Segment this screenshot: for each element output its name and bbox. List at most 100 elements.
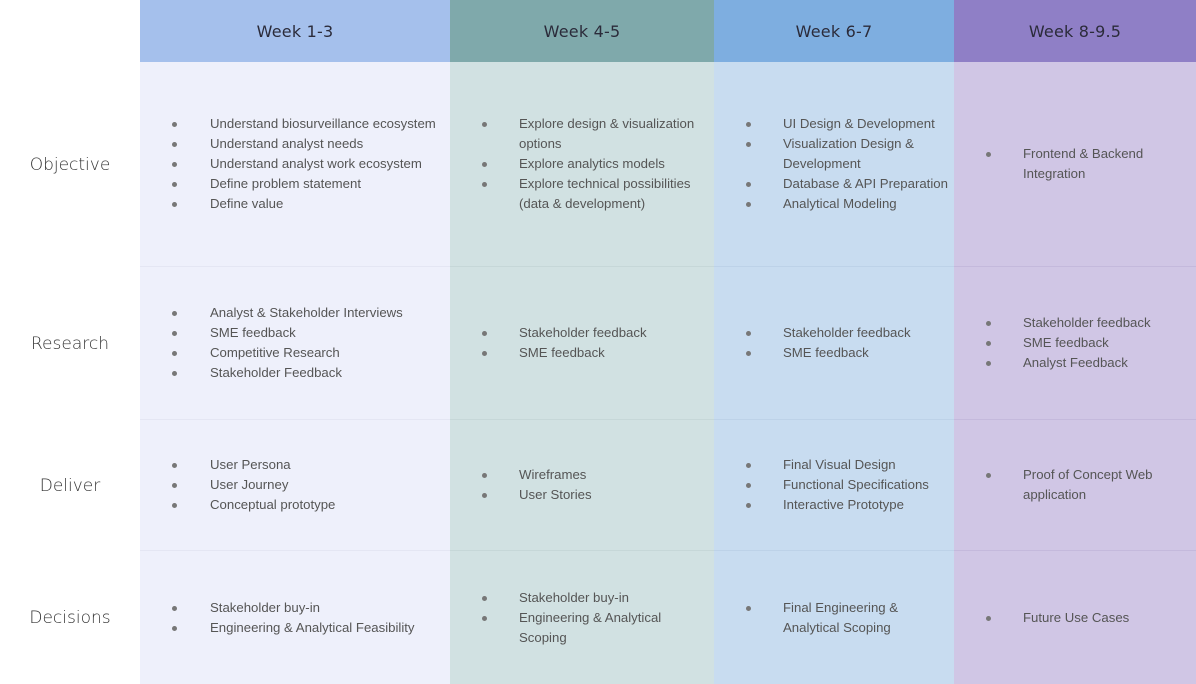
bullet-dot-icon [746,202,751,207]
cell-deliver-week-4-5: Wireframes User Stories [450,420,714,551]
bullet-item: Stakeholder feedback [714,323,954,343]
cell-objective-week-8-9-5: Frontend & Backend Integration [954,62,1196,267]
cell-deliver-week-1-3: User Persona User Journey Conceptual proto… [140,420,450,551]
bullet-list: UI Design & Development Visualization Des… [714,114,954,214]
bullet-text: Final Visual Design [783,457,896,472]
bullet-dot-icon [986,152,991,157]
bullet-item: Proof of Concept Web application [954,465,1196,505]
cell-objective-week-6-7: UI Design & Development Visualization Des… [714,62,954,267]
row-label-decisions: Decisions [29,607,111,628]
header-week-1-3: Week 1-3 [140,0,450,62]
bullet-item: Engineering & Analytical Feasibility [140,618,450,638]
bullet-list: Stakeholder buy-in Engineering & Analytic… [450,588,714,648]
bullet-item: Stakeholder buy-in [140,598,450,618]
bullet-text: Understand analyst needs [210,136,364,151]
corner-cell [0,0,140,62]
bullet-dot-icon [172,142,177,147]
cell-objective-week-4-5: Explore design & visualization options Ex… [450,62,714,267]
bullet-text: Conceptual prototype [210,497,336,512]
bullet-list: Proof of Concept Web application [954,465,1196,505]
bullet-dot-icon [172,162,177,167]
bullet-dot-icon [172,202,177,207]
bullet-dot-icon [746,122,751,127]
bullet-item: Define value [140,194,450,214]
bullet-list: Understand biosurveillance ecosystem Unde… [140,114,450,214]
bullet-dot-icon [746,331,751,336]
bullet-item: Interactive Prototype [714,495,954,515]
cell-research-week-6-7: Stakeholder feedback SME feedback [714,267,954,420]
bullet-text: Future Use Cases [1023,609,1130,625]
bullet-item: Analytical Modeling [714,194,954,214]
bullet-item: Stakeholder buy-in [450,588,714,608]
bullet-list: Stakeholder feedback SME feedback [714,323,954,363]
bullet-item: Frontend & Backend Integration [954,144,1196,184]
bullet-dot-icon [746,605,751,611]
bullet-text: Interactive Prototype [783,497,904,512]
bullet-text: Engineering & Analytical Scoping [519,609,662,645]
bullet-item: Understand biosurveillance ecosystem [140,114,450,134]
bullet-list: Future Use Cases [954,608,1196,628]
cell-decisions-week-8-9-5: Future Use Cases [954,551,1196,684]
bullet-item: Stakeholder feedback [954,313,1196,333]
bullet-item: User Persona [140,455,450,475]
cell-decisions-week-1-3: Stakeholder buy-in Engineering & Analytic… [140,551,450,684]
bullet-dot-icon [986,473,991,478]
bullet-dot-icon [746,503,751,508]
bullet-text: Competitive Research [210,345,340,360]
bullet-dot-icon [172,483,177,488]
bullet-dot-icon [746,142,751,147]
bullet-text: Stakeholder buy-in [519,589,629,605]
bullet-list: Wireframes User Stories [450,465,714,505]
bullet-dot-icon [482,182,487,187]
bullet-dot-icon [746,351,751,356]
bullet-item: Stakeholder Feedback [140,363,450,383]
bullet-dot-icon [482,615,487,621]
bullet-text: Analyst & Stakeholder Interviews [210,305,403,320]
bullet-dot-icon [172,311,177,316]
bullet-dot-icon [986,321,991,326]
bullet-dot-icon [482,595,487,601]
bullet-text: Define problem statement [210,176,361,191]
bullet-item: Analyst & Stakeholder Interviews [140,303,450,323]
bullet-text: Database & API Preparation [783,176,948,191]
bullet-item: User Stories [450,485,714,505]
bullet-text: Frontend & Backend Integration [1023,146,1144,181]
bullet-text: Explore design & visualization options [519,116,695,151]
bullet-text: Functional Specifications [783,477,929,492]
cell-research-week-4-5: Stakeholder feedback SME feedback [450,267,714,420]
bullet-dot-icon [746,463,751,468]
bullet-text: UI Design & Development [783,116,935,131]
bullet-list: Final Visual Design Functional Specificat… [714,455,954,515]
bullet-dot-icon [746,483,751,488]
bullet-text: Explore technical possibilities (data & … [519,176,691,211]
bullet-list: Stakeholder buy-in Engineering & Analytic… [140,598,450,638]
cell-research-week-8-9-5: Stakeholder feedback SME feedback Analyst … [954,267,1196,420]
cell-research-week-1-3: Analyst & Stakeholder Interviews SME feed… [140,267,450,420]
bullet-text: Understand biosurveillance ecosystem [210,116,436,131]
bullet-item: Final Visual Design [714,455,954,475]
bullet-list: Stakeholder feedback SME feedback Analyst … [954,313,1196,373]
cell-decisions-week-4-5: Stakeholder buy-in Engineering & Analytic… [450,551,714,684]
bullet-item: Explore analytics models [450,154,714,174]
bullet-dot-icon [482,331,487,336]
bullet-text: Final Engineering & Analytical Scoping [783,599,899,635]
bullet-text: Stakeholder Feedback [210,365,342,380]
bullet-text: Stakeholder feedback [783,325,911,340]
bullet-list: Stakeholder feedback SME feedback [450,323,714,363]
bullet-text: Analytical Modeling [783,196,897,211]
bullet-dot-icon [986,341,991,346]
bullet-dot-icon [172,625,177,631]
bullet-dot-icon [172,371,177,376]
row-label-objective: Objective [29,154,111,175]
bullet-dot-icon [172,463,177,468]
bullet-item: Competitive Research [140,343,450,363]
bullet-text: SME feedback [519,345,605,360]
bullet-text: Engineering & Analytical Feasibility [210,619,415,635]
bullet-text: User Journey [210,477,289,492]
bullet-item: Database & API Preparation [714,174,954,194]
bullet-item: SME feedback [140,323,450,343]
bullet-text: User Persona [210,457,291,472]
bullet-dot-icon [482,473,487,478]
header-week-4-5: Week 4-5 [450,0,714,62]
